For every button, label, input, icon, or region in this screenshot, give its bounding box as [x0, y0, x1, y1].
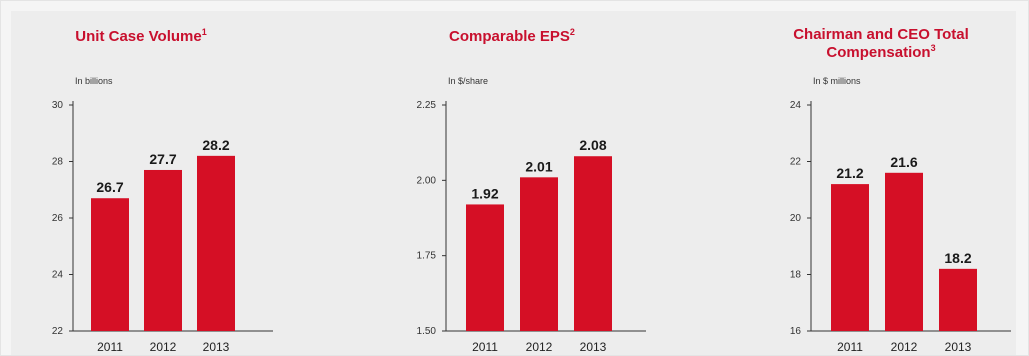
bar-2011: [91, 198, 129, 331]
y-tick-label: 2.00: [417, 175, 437, 186]
y-tick-label: 16: [790, 326, 802, 337]
x-tick-label: 2013: [203, 340, 230, 354]
x-tick-label: 2012: [150, 340, 177, 354]
bar-2011: [466, 204, 504, 331]
x-tick-label: 2012: [526, 340, 553, 354]
bar-2013: [939, 268, 977, 331]
x-tick-label: 2011: [837, 340, 863, 354]
data-label-2012: 27.7: [149, 151, 176, 167]
y-tick-label: 22: [790, 157, 802, 168]
y-tick-label: 22: [52, 326, 64, 337]
y-tick-label: 20: [790, 213, 802, 224]
y-tick-label: 2.25: [417, 100, 437, 111]
data-label-2012: 21.6: [890, 154, 917, 170]
bar-2013: [197, 155, 235, 331]
title-footnote-marker: 2: [570, 27, 575, 37]
bar-2011: [831, 184, 869, 331]
data-label-2012: 2.01: [525, 158, 552, 174]
y-tick-label: 30: [52, 100, 64, 111]
data-label-2013: 28.2: [202, 137, 229, 153]
x-tick-label: 2012: [891, 340, 918, 354]
y-tick-label: 1.75: [417, 251, 437, 262]
y-tick-label: 28: [52, 157, 64, 168]
x-tick-label: 2011: [472, 340, 498, 354]
bar-2012: [144, 169, 182, 331]
y-tick-label: 26: [52, 213, 64, 224]
y-tick-label: 24: [790, 100, 802, 111]
bar-2012: [885, 172, 923, 331]
chart-title-line-1: Chairman and CEO Total: [793, 26, 969, 43]
data-label-2011: 26.7: [96, 179, 123, 195]
title-footnote-marker: 3: [931, 43, 936, 53]
data-label-2011: 21.2: [836, 165, 863, 181]
chart-title-line-2: Compensation3: [826, 43, 935, 61]
x-tick-label: 2013: [580, 340, 607, 354]
chart-unit-label: In $/share: [448, 76, 488, 86]
chart-title: Unit Case Volume1: [75, 27, 206, 45]
chart-unit-label: In $ millions: [813, 76, 861, 86]
data-label-2013: 2.08: [579, 137, 606, 153]
data-label-2011: 1.92: [471, 185, 498, 201]
x-tick-label: 2013: [945, 340, 972, 354]
chart-title: Comparable EPS2: [449, 27, 575, 45]
y-tick-label: 18: [790, 270, 802, 281]
title-footnote-marker: 1: [202, 27, 207, 37]
y-tick-label: 24: [52, 270, 64, 281]
data-label-2013: 18.2: [944, 250, 971, 266]
bar-2012: [520, 177, 558, 331]
x-tick-label: 2011: [97, 340, 123, 354]
y-tick-label: 1.50: [417, 326, 437, 337]
bar-2013: [574, 156, 612, 331]
chart-unit-label: In billions: [75, 76, 113, 86]
